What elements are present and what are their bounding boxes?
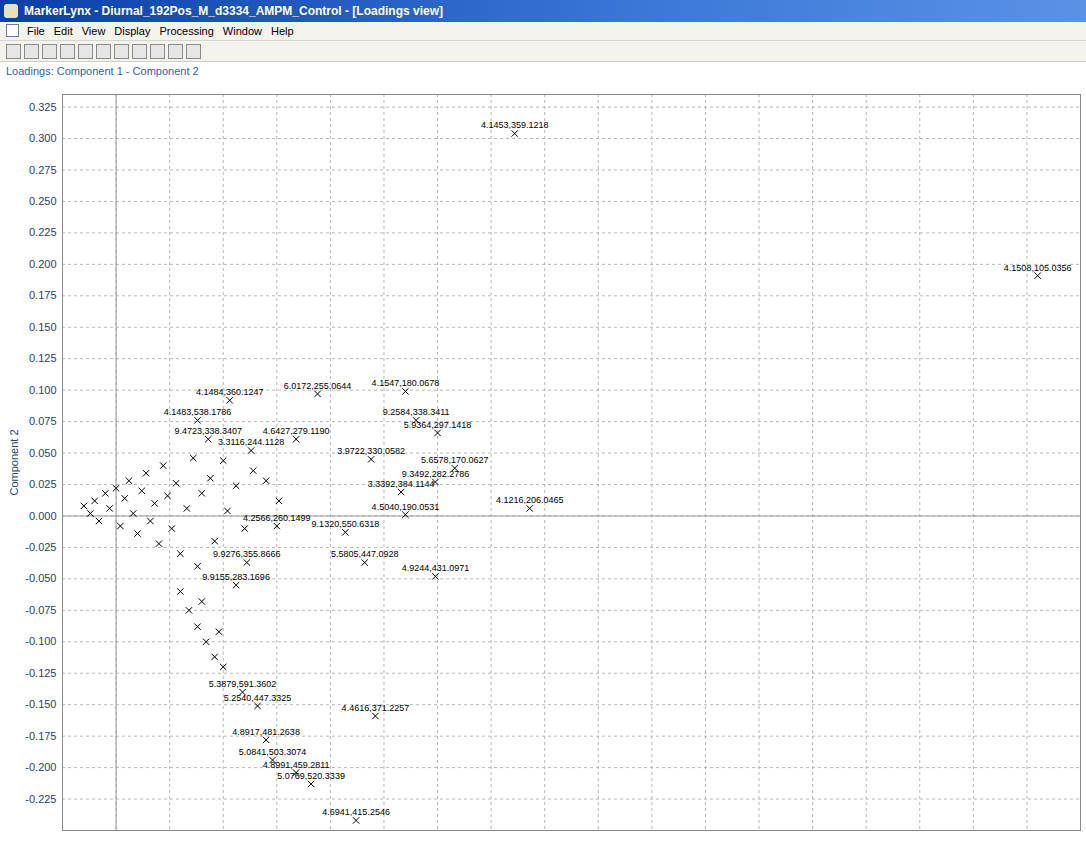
svg-text:0.125: 0.125 (29, 352, 57, 364)
svg-text:-0.025: -0.025 (25, 541, 56, 553)
svg-text:-0.225: -0.225 (25, 793, 56, 805)
svg-text:4.8917,481.2638: 4.8917,481.2638 (232, 727, 300, 737)
svg-text:0.050: 0.050 (29, 447, 57, 459)
svg-text:5.6578,170.0627: 5.6578,170.0627 (421, 455, 489, 465)
svg-text:4.1484,360.1247: 4.1484,360.1247 (196, 387, 264, 397)
svg-text:4.2566,260.1499: 4.2566,260.1499 (243, 513, 311, 523)
svg-text:5.5805,447.0928: 5.5805,447.0928 (331, 549, 399, 559)
svg-text:0.250: 0.250 (29, 195, 57, 207)
svg-text:4.6427,279.1190: 4.6427,279.1190 (263, 426, 330, 436)
svg-text:9.9155,283.1696: 9.9155,283.1696 (202, 572, 270, 582)
svg-text:4.4616,371.2257: 4.4616,371.2257 (342, 703, 410, 713)
html-text:File: File (27, 25, 45, 37)
svg-text:-0.075: -0.075 (25, 604, 56, 616)
svg-text:-0.175: -0.175 (25, 730, 56, 742)
svg-text:9.2584,338.3411: 9.2584,338.3411 (383, 407, 450, 417)
svg-text:0.000: 0.000 (29, 509, 57, 521)
svg-text:9.3492,282.2786: 9.3492,282.2786 (402, 469, 470, 479)
svg-text:4.1216,206.0465: 4.1216,206.0465 (496, 495, 564, 505)
svg-text:0.025: 0.025 (29, 478, 57, 490)
html-text:View: View (81, 25, 106, 37)
svg-text:3.3116,244.1128: 3.3116,244.1128 (218, 437, 284, 447)
svg-text:0.225: 0.225 (29, 226, 57, 238)
svg-text:4.1483,538.1786: 4.1483,538.1786 (164, 407, 232, 417)
svg-text:-0.100: -0.100 (25, 635, 56, 647)
svg-text:4.5040,190.0531: 4.5040,190.0531 (372, 502, 440, 512)
html-text:Display: Display (114, 25, 151, 37)
svg-text:-0.150: -0.150 (25, 698, 56, 710)
svg-text:4.6941,415.2546: 4.6941,415.2546 (322, 807, 390, 817)
svg-text:4.1453,359.1218: 4.1453,359.1218 (481, 120, 549, 130)
svg-text:0.325: 0.325 (29, 101, 57, 113)
html-text:Processing: Processing (159, 25, 214, 37)
svg-text:5.0841,503.3074: 5.0841,503.3074 (239, 747, 307, 757)
svg-text:4.1508,105.0356: 4.1508,105.0356 (1004, 263, 1072, 273)
svg-text:-0.200: -0.200 (25, 761, 56, 773)
svg-text:0.100: 0.100 (29, 384, 57, 396)
svg-text:6.0172,255.0644: 6.0172,255.0644 (284, 381, 352, 391)
svg-text:0.275: 0.275 (29, 164, 57, 176)
svg-text:0.300: 0.300 (29, 132, 57, 144)
svg-text:9.9276,355.8666: 9.9276,355.8666 (213, 549, 281, 559)
svg-text:9.1320,550.6318: 9.1320,550.6318 (312, 519, 380, 529)
svg-text:0.175: 0.175 (29, 289, 57, 301)
html-text:Edit: Edit (53, 25, 73, 37)
svg-text:Component 2: Component 2 (8, 429, 20, 495)
svg-text:5.9364,297.1418: 5.9364,297.1418 (404, 420, 472, 430)
svg-text:5.2540,447.3325: 5.2540,447.3325 (224, 693, 292, 703)
svg-text:5.3879,591.3602: 5.3879,591.3602 (209, 679, 277, 689)
svg-text:4.1547,180.0678: 4.1547,180.0678 (372, 378, 440, 388)
svg-text:4.8991,459.2811: 4.8991,459.2811 (263, 760, 330, 770)
html-text:MarkerLynx - Diurnal_192Pos_M_: MarkerLynx - Diurnal_192Pos_M_d3334_AMPM… (24, 4, 443, 18)
svg-text:0.075: 0.075 (29, 415, 57, 427)
svg-text:0.200: 0.200 (29, 258, 57, 270)
svg-text:3.9722,330.0582: 3.9722,330.0582 (337, 446, 405, 456)
svg-text:3.3392,384.1144: 3.3392,384.1144 (368, 479, 435, 489)
svg-text:-0.050: -0.050 (25, 572, 56, 584)
svg-text:4.9244,431.0971: 4.9244,431.0971 (402, 563, 470, 573)
svg-text:-0.125: -0.125 (25, 667, 56, 679)
svg-text:0.150: 0.150 (29, 321, 57, 333)
html-text:Window: Window (222, 25, 262, 37)
html-text:Loadings: Component 1 - Compon: Loadings: Component 1 - Component 2 (6, 65, 199, 77)
html-text:Help: Help (271, 25, 294, 37)
svg-text:5.0769,520.3339: 5.0769,520.3339 (277, 771, 345, 781)
svg-text:9.4723,338.3407: 9.4723,338.3407 (174, 426, 242, 436)
